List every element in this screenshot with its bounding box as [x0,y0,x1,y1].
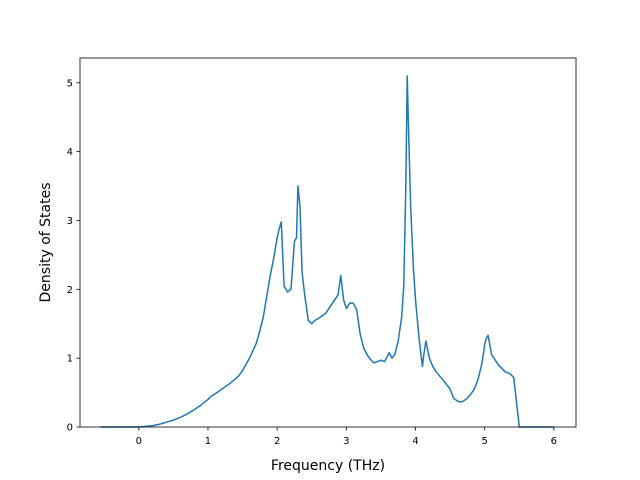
x-tick-label: 2 [274,436,280,447]
plot-frame [80,58,576,427]
x-tick-label: 3 [343,436,349,447]
x-axis-ticks: 0 1 2 3 4 5 6 [136,427,557,447]
y-tick-label: 3 [67,216,73,227]
y-tick-label: 5 [67,78,73,89]
y-tick-label: 2 [67,285,73,296]
axes-layer [79,57,577,428]
x-tick-label: 6 [551,436,557,447]
y-tick-label: 4 [67,147,73,158]
x-tick-label: 0 [136,436,142,447]
y-axis-label: Density of States [38,183,54,303]
plot-border [79,57,577,428]
x-axis-label: Frequency (THz) [271,458,385,474]
x-tick-label: 4 [412,436,418,447]
series-layer [100,75,554,428]
y-tick-label: 1 [67,354,73,365]
x-tick-label: 5 [481,436,487,447]
x-tick-label: 1 [205,436,211,447]
plot-area [80,58,576,427]
y-axis-ticks: 0 1 2 3 4 5 [67,78,80,434]
series-line-0 [100,75,554,428]
y-tick-label: 0 [67,423,73,434]
